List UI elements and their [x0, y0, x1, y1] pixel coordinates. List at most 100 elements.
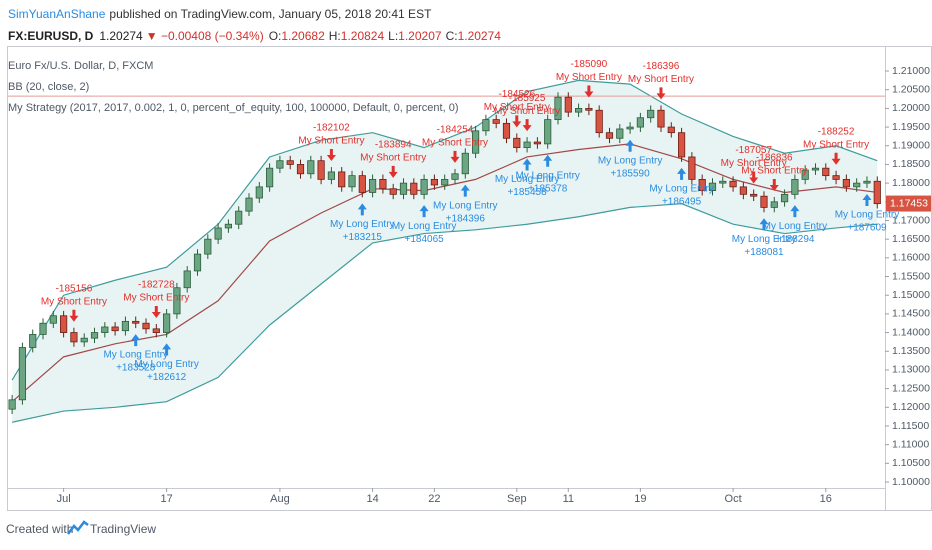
candle-body: [605, 132, 614, 139]
candle-body: [708, 182, 717, 191]
high-label: H:: [329, 29, 341, 43]
candle-body: [451, 173, 459, 180]
long-amount: +185458: [507, 187, 547, 198]
short-amount: -185156: [56, 283, 93, 294]
short-amount: -187057: [735, 145, 772, 156]
last-price-label: 1.17453: [890, 197, 928, 209]
candle-body: [142, 322, 150, 330]
candle-body: [719, 180, 727, 184]
short-label: My Short Entry: [741, 166, 807, 177]
candle-body: [255, 186, 263, 199]
long-label: My Long Entry: [103, 350, 167, 361]
open: 1.20682: [281, 29, 325, 43]
short-amount: -185925: [509, 93, 546, 104]
short-label: My Short Entry: [123, 293, 189, 304]
candle-body: [523, 141, 531, 149]
candle-body: [853, 182, 861, 188]
long-label: My Long Entry: [835, 210, 899, 221]
footer-created: Created with: [6, 522, 73, 536]
candle-body: [574, 107, 583, 113]
long-amount: +183215: [343, 232, 383, 243]
candle-body: [544, 119, 552, 145]
short-arrow: [388, 165, 398, 178]
low-label: L:: [388, 29, 398, 43]
y-tick-label: 1.18500: [892, 158, 930, 170]
candle-body: [163, 313, 171, 333]
published: published on TradingView.com, January 05…: [109, 7, 432, 21]
x-tick-label: Jul: [57, 493, 71, 505]
long-amount: +183528: [116, 363, 156, 374]
y-tick-label: 1.10500: [892, 457, 930, 469]
low: 1.20207: [398, 29, 442, 43]
short-arrow: [831, 152, 841, 165]
close-label: C:: [446, 29, 458, 43]
long-label: My Long Entry: [598, 155, 662, 166]
y-tick-label: 1.16500: [892, 233, 930, 245]
short-label: My Short Entry: [484, 102, 550, 113]
short-label: My Short Entry: [556, 72, 622, 83]
short-amount: -184526: [498, 89, 535, 100]
short-amount: -183894: [375, 140, 412, 151]
long-arrow: [759, 218, 769, 231]
candle-body: [193, 253, 202, 272]
y-tick-label: 1.17000: [892, 214, 930, 226]
plot: 1.10000 1.10500 1.11000 1.11500 1.12000 1.125…: [8, 59, 931, 505]
candle-body: [317, 160, 325, 180]
candle-body: [224, 223, 233, 229]
long-amount: +182612: [147, 372, 187, 383]
change: ▼ −0.00408 (−0.34%): [146, 29, 264, 43]
band-fill: [12, 80, 878, 423]
long-amount: +188294: [775, 234, 815, 245]
author[interactable]: SimYuanAnShane: [8, 7, 106, 21]
y-tick-label: 1.18000: [892, 177, 930, 189]
band-upper: [11, 79, 878, 381]
long-amount: +188081: [744, 247, 784, 258]
candle-body: [80, 337, 88, 343]
long-label: My Long Entry: [649, 183, 713, 194]
long-label: My Long Entry: [763, 221, 827, 232]
candle-body: [832, 175, 840, 180]
open-label: O:: [269, 29, 282, 43]
long-arrow: [419, 205, 429, 218]
y-tick-label: 1.12500: [892, 382, 930, 394]
candle-body: [677, 132, 686, 158]
candle-body: [358, 175, 366, 193]
candle-body: [729, 180, 737, 188]
short-label: My Short Entry: [721, 158, 787, 169]
candle-body: [513, 137, 521, 149]
long-label: My Long Entry: [330, 219, 394, 230]
x-tick-label: 17: [160, 493, 172, 505]
long-amount: +186495: [662, 196, 702, 207]
y-tick-label: 1.20000: [892, 102, 930, 114]
candle-body: [286, 160, 294, 165]
y-tick-label: 1.14000: [892, 326, 930, 338]
last-price-tag: [886, 195, 931, 212]
long-amount: +187609: [847, 223, 887, 234]
short-arrow: [584, 85, 594, 98]
short-arrow: [749, 171, 759, 184]
candle-body: [214, 227, 222, 240]
candle-body: [245, 197, 253, 212]
candle-body: [863, 180, 871, 184]
short-amount: -182102: [313, 123, 350, 134]
long-arrow: [460, 184, 470, 197]
long-arrow: [357, 203, 367, 216]
candle-body: [111, 326, 119, 332]
candle-body: [307, 160, 315, 175]
y-tick-label: 1.10000: [892, 476, 930, 488]
footer-brand[interactable]: TradingView: [90, 522, 156, 536]
candle-body: [585, 107, 593, 111]
candle-body: [472, 130, 480, 154]
y-tick-label: 1.13500: [892, 345, 930, 357]
short-label: My Short Entry: [494, 106, 560, 117]
y-tick-label: 1.19000: [892, 140, 930, 152]
x-tick-label: 19: [634, 493, 646, 505]
y-tick-label: 1.21000: [892, 65, 930, 77]
long-arrow: [625, 139, 635, 152]
long-amount: +184396: [446, 213, 486, 224]
band-basis: [11, 143, 878, 403]
candle-body: [276, 160, 284, 169]
long-label: My Long Entry: [495, 174, 559, 185]
x-tick-label: Sep: [507, 493, 527, 505]
y-tick-label: 1.20500: [892, 83, 930, 95]
